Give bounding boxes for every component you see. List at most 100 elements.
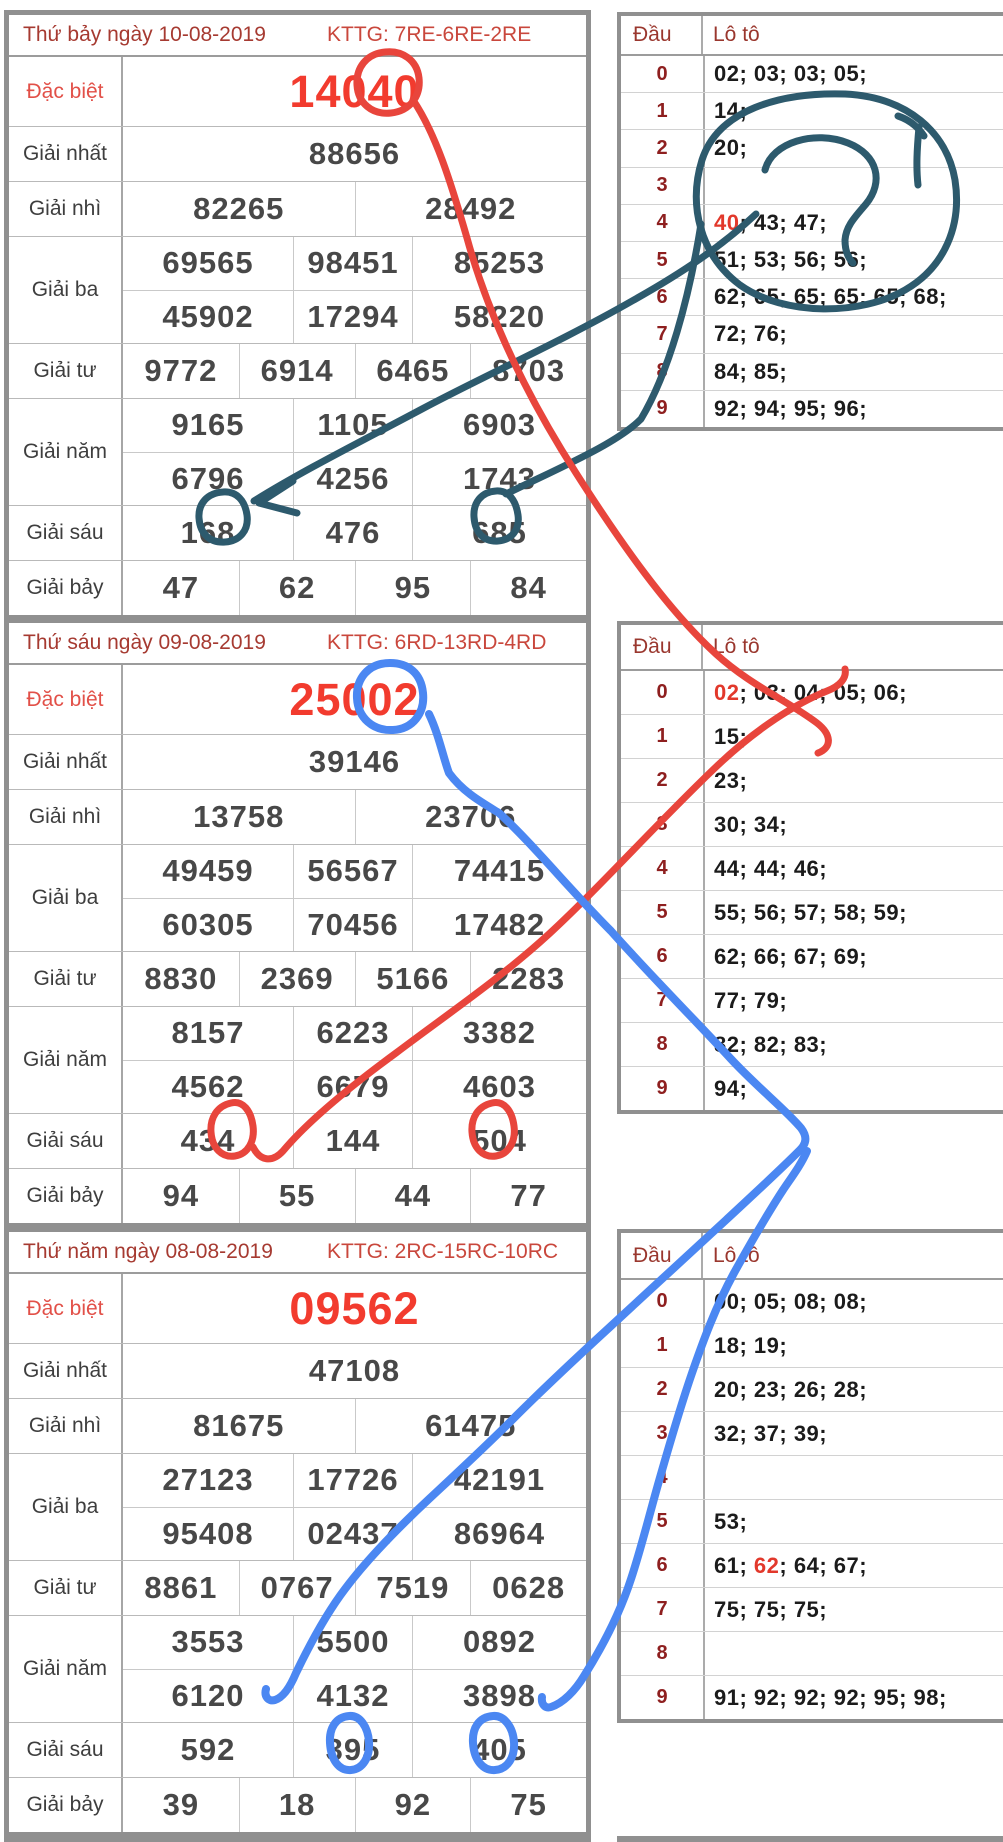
dau-rows: 0 00; 05; 08; 08; 1 18; 19; 2 20; 23; 26; 28;… [621,1280,1003,1719]
loto-value: 82; 82; 83; [714,1031,828,1057]
result-table-sat-10-08: Thứ bảy ngày 10-08-2019 KTTG: 7RE-6RE-2R… [4,10,591,620]
prize-row: Giải năm 3553 5500 0892 6120 4132 3898 [9,1615,586,1722]
prize-label: Giải năm [9,399,123,505]
prize-number: 88656 [308,136,401,171]
prize-row: Giải nhất 88656 [9,126,586,181]
prize-number: 592 [180,1732,236,1767]
dau-loto-values: 51; 53; 56; 56; [705,242,1003,278]
dau-column-header: Đầu [621,625,703,669]
prize-number: 95408 [162,1515,254,1551]
dau-row: 6 62; 66; 67; 69; [621,934,1003,978]
dau-digit: 6 [621,279,705,316]
dau-loto-values: 23; [705,759,1003,802]
prize-number: 92 [354,1778,471,1832]
dau-digit: 6 [621,1544,705,1587]
loto-value: 51; 53; 56; 56; [714,247,868,273]
prize-number: 685 [412,506,586,560]
loto-value: 94; [714,1075,748,1101]
prize-row: Giải sáu 168 476 685 [9,505,586,560]
prize-row: Đặc biệt 14040 [9,57,586,126]
dau-row: 8 84; 85; [621,352,1003,390]
loto-value: 61; [714,1552,754,1578]
prize-values: 69565 98451 85253 45902 17294 58220 [123,237,586,343]
prize-values: 8830 2369 5166 2283 [123,952,586,1006]
prize-number: 25002 [289,673,420,725]
prize-values: 09562 [123,1274,586,1343]
prize-number: 168 [180,515,236,550]
prize-label: Giải nhất [9,735,123,789]
dau-digit: 4 [621,204,705,241]
loto-value-highlight: 62 [753,1552,780,1578]
prize-number: 4562 [171,1068,245,1104]
prize-number: 86964 [412,1507,586,1560]
dau-row: 0 02; 03; 04; 05; 06; [621,671,1003,714]
loto-value: 00; 05; 08; 08; [714,1288,868,1314]
loto-value: ; 64; 67; [779,1552,868,1578]
dau-row: 5 51; 53; 56; 56; [621,240,1003,279]
prize-number: 6903 [412,399,586,452]
prize-row: Giải nhất 47108 [9,1343,586,1398]
dau-row: 9 91; 92; 92; 92; 95; 98; [621,1675,1003,1719]
prize-number: 504 [412,1114,586,1168]
prize-number: 6796 [171,460,245,496]
loto-value: 91; 92; 92; 92; 95; 98; [714,1684,947,1710]
prize-subrow: 13758 23706 [123,790,586,844]
prize-label: Đặc biệt [9,57,123,126]
prize-subrow: 60305 70456 17482 [123,897,586,951]
dau-loto-values: 94; [705,1067,1003,1110]
dau-loto-values: 32; 37; 39; [705,1412,1003,1455]
prize-label: Giải sáu [9,506,123,560]
loto-value: 92; 94; 95; 96; [714,395,868,421]
prize-label: Giải bảy [9,1778,123,1832]
dau-digit: 8 [621,1632,705,1675]
prize-number: 6223 [293,1007,412,1060]
prize-number: 23706 [354,790,587,844]
dau-loto-values: 20; [705,130,1003,166]
result-table-header: Thứ sáu ngày 09-08-2019 KTTG: 6RD-13RD-4… [9,623,586,665]
prize-number: 69565 [162,245,254,281]
prize-subrow: 8830 2369 5166 2283 [123,952,586,1006]
loto-value: ; 43; 47; [739,209,828,235]
prize-number: 27123 [162,1462,254,1498]
prize-subrow: 27123 17726 42191 [123,1454,586,1507]
dau-row: 0 02; 03; 03; 05; [621,56,1003,93]
prize-number: 77 [470,1169,586,1223]
prize-number: 81675 [193,1408,285,1443]
prize-values: 168 476 685 [123,506,586,560]
dau-loto-table-fri: Đầu Lô tô 0 02; 03; 04; 05; 06; 1 15; 2 23; 3 3… [617,621,1003,1114]
prize-number: 405 [412,1723,586,1777]
prize-number: 9772 [144,353,218,388]
loto-value: 62; 66; 67; 69; [714,943,868,969]
dau-digit: 5 [621,241,705,279]
prize-number: 74415 [412,845,586,898]
prize-number: 5166 [354,952,471,1006]
prize-number: 2369 [238,952,355,1006]
dau-digit: 5 [621,1500,705,1543]
prize-values: 47 62 95 84 [123,561,586,615]
loto-value: 53; [714,1508,748,1534]
dau-digit: 1 [621,1324,705,1367]
prize-subrow: 49459 56567 74415 [123,845,586,898]
loto-value: 32; 37; 39; [714,1420,828,1446]
dau-loto-values: 02; 03; 03; 05; [705,56,1003,92]
dau-loto-values: 72; 76; [705,316,1003,352]
prize-subrow: 39146 [123,735,586,789]
prize-number: 55 [238,1169,355,1223]
prize-number: 0892 [412,1616,586,1669]
prize-label: Đặc biệt [9,665,123,734]
prize-number: 395 [293,1723,412,1777]
prize-subrow: 45902 17294 58220 [123,289,586,343]
prize-subrow: 09562 [123,1274,586,1343]
prize-values: 8861 0767 7519 0628 [123,1561,586,1615]
dau-row: 5 55; 56; 57; 58; 59; [621,890,1003,934]
dau-row: 0 00; 05; 08; 08; [621,1280,1003,1323]
loto-value: 30; 34; [714,811,788,837]
prize-number: 58220 [412,290,586,343]
prize-row: Giải bảy 39 18 92 75 [9,1777,586,1832]
prize-subrow: 39 18 92 75 [123,1778,586,1832]
loto-value-highlight: 40 [714,209,740,235]
prize-values: 49459 56567 74415 60305 70456 17482 [123,845,586,951]
prize-number: 98451 [293,237,412,290]
prize-subrow: 95408 02437 86964 [123,1506,586,1560]
